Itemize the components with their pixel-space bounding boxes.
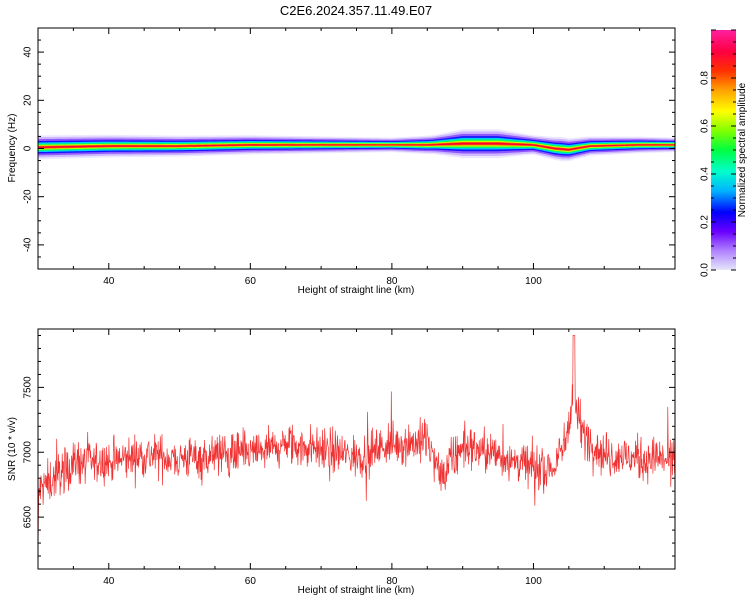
- snr-series-line: [38, 335, 675, 557]
- x-tick-label: 100: [525, 576, 542, 587]
- y-tick-label: -40: [23, 237, 34, 252]
- x-tick-label: 80: [386, 276, 398, 287]
- chart-title: C2E6.2024.357.11.49.E07: [280, 3, 432, 18]
- y-tick-label: 7000: [23, 441, 34, 464]
- snr-panel: 40 60 80 100 6500 7000 7500 Height of straigh…: [7, 328, 676, 596]
- y-tick-label: 20: [23, 94, 34, 106]
- x-tick-label: 80: [386, 576, 398, 587]
- y-tick-label: -20: [23, 189, 34, 204]
- colorbar-tick-label: 0.0: [700, 263, 711, 277]
- spectrogram-y-ticks: -40 -20 0 20 40: [23, 27, 675, 270]
- y-tick-label: 6500: [23, 506, 34, 529]
- colorbar-label: Normalized spectral amplitude: [737, 82, 748, 217]
- x-tick-label: 40: [103, 576, 115, 587]
- y-tick-label: 0: [23, 145, 34, 151]
- y-tick-label: 40: [23, 46, 34, 58]
- snr-x-ticks: 40 60 80 100: [37, 329, 676, 587]
- x-tick-label: 40: [103, 276, 115, 287]
- colorbar-ticks: 0.0 0.2 0.4 0.6 0.8: [700, 29, 736, 277]
- y-tick-label: 7500: [23, 376, 34, 399]
- spectrogram-panel: 40 60 80 100 -40 -20 0 20 40 Height of straight…: [7, 27, 676, 296]
- colorbar-gradient: [711, 30, 736, 270]
- x-tick-label: 60: [245, 576, 257, 587]
- colorbar-tick-label: 0.6: [700, 119, 711, 133]
- x-tick-label: 100: [525, 276, 542, 287]
- colorbar: 0.0 0.2 0.4 0.6 0.8 Normalized spectral ampl…: [700, 29, 748, 277]
- spectrogram-x-axis-label: Height of straight line (km): [298, 285, 415, 296]
- snr-y-ticks: 6500 7000 7500: [23, 334, 675, 570]
- spectrogram-layer: [38, 142, 675, 151]
- spectrogram-y-axis-label: Frequency (Hz): [7, 114, 18, 183]
- colorbar-tick-label: 0.2: [700, 215, 711, 229]
- snr-x-axis-label: Height of straight line (km): [298, 585, 415, 596]
- snr-y-axis-label: SNR (10 * v/v): [7, 417, 18, 481]
- colorbar-tick-label: 0.8: [700, 71, 711, 85]
- spectrogram-band: [38, 129, 675, 162]
- colorbar-tick-label: 0.4: [700, 167, 711, 181]
- x-tick-label: 60: [245, 276, 257, 287]
